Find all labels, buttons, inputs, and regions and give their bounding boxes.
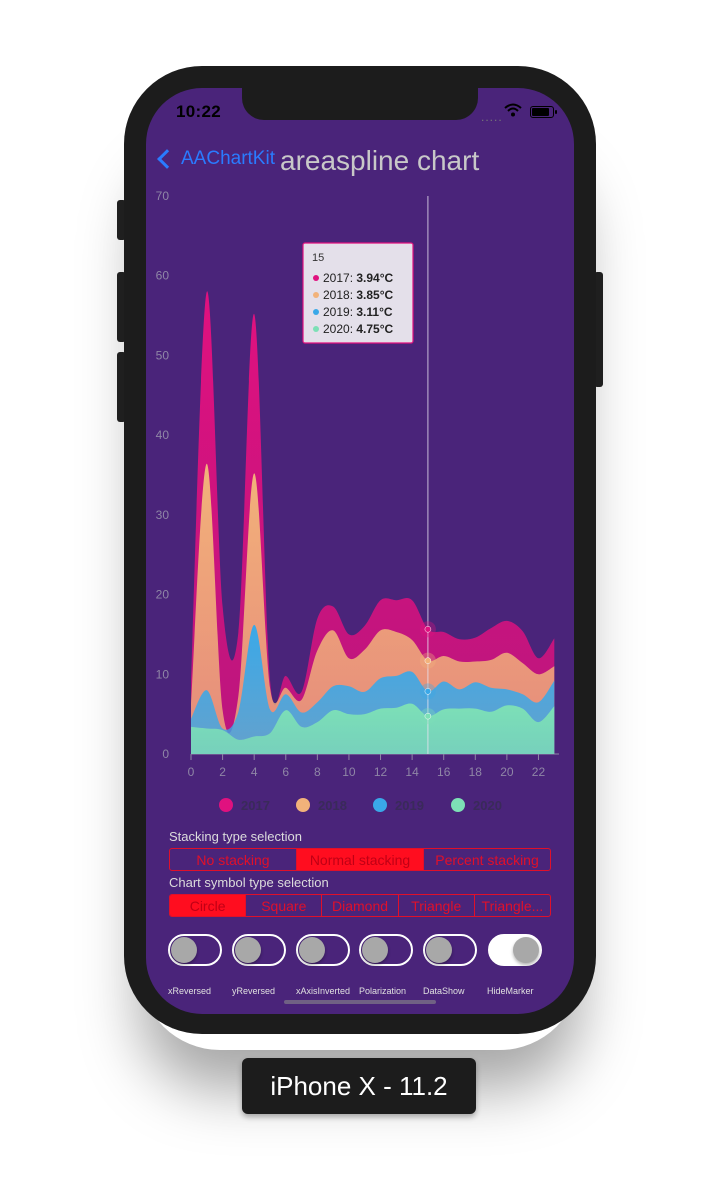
device-label: iPhone X - 11.2 <box>242 1058 476 1114</box>
area-series-2018[interactable] <box>191 463 555 754</box>
stacking-label: Stacking type selection <box>169 829 302 844</box>
toggle-HideMarker[interactable] <box>488 934 542 966</box>
symbol-option[interactable]: Triangle <box>399 895 475 916</box>
legend-label-2018[interactable]: 2018 <box>318 798 347 813</box>
toggle-label: yReversed <box>232 986 276 996</box>
back-label: AAChartKit <box>181 148 275 169</box>
hover-marker <box>424 712 432 720</box>
battery-icon <box>530 106 557 118</box>
legend-label-2020[interactable]: 2020 <box>473 798 502 813</box>
toggle-knob <box>426 937 452 963</box>
legend-marker-2017[interactable] <box>219 798 233 812</box>
x-tick-label: 18 <box>469 765 483 779</box>
toggle-label: HideMarker <box>487 986 534 996</box>
toggle-xReversed[interactable] <box>168 934 222 966</box>
tooltip-row: 2020: 4.75°C <box>323 322 394 336</box>
legend-marker-2020[interactable] <box>451 798 465 812</box>
tooltip-dot <box>313 275 319 281</box>
home-indicator <box>284 1000 436 1004</box>
symbol-option[interactable]: Circle <box>170 895 247 916</box>
y-tick-label: 10 <box>156 667 170 681</box>
tooltip-dot <box>313 309 319 315</box>
x-tick-label: 14 <box>405 765 419 779</box>
y-tick-label: 70 <box>156 189 170 203</box>
symbol-label: Chart symbol type selection <box>169 875 329 890</box>
power-button <box>594 272 603 387</box>
tooltip-header: 15 <box>312 252 324 264</box>
symbol-option[interactable]: Diamond <box>322 895 399 916</box>
legend-marker-2018[interactable] <box>296 798 310 812</box>
toggle-DataShow[interactable] <box>423 934 477 966</box>
stacking-option[interactable]: Percent stacking <box>435 851 539 868</box>
y-tick-label: 40 <box>156 428 170 442</box>
toggle-knob <box>235 937 261 963</box>
back-button[interactable]: AAChartKit <box>156 148 275 170</box>
x-tick-label: 10 <box>342 765 356 779</box>
stacking-option[interactable]: Normal stacking <box>297 849 424 870</box>
toggle-Polarization[interactable] <box>359 934 413 966</box>
x-tick-label: 12 <box>374 765 388 779</box>
stacking-segmented-control[interactable]: No stacking Normal stacking Percent stacki… <box>169 848 551 871</box>
y-tick-label: 30 <box>156 508 170 522</box>
symbol-segmented-control[interactable]: Circle Square Diamond Triangle Triangle... <box>169 894 551 917</box>
toggle-yReversed[interactable] <box>232 934 286 966</box>
hover-marker <box>424 688 432 695</box>
x-tick-label: 8 <box>314 765 321 779</box>
tooltip-row: 2018: 3.85°C <box>323 288 394 302</box>
toggle-label: DataShow <box>423 986 465 996</box>
y-tick-label: 20 <box>156 588 170 602</box>
y-tick-label: 60 <box>156 269 170 283</box>
chevron-left-icon <box>157 149 177 169</box>
tooltip-row: 2017: 3.94°C <box>323 271 394 285</box>
areaspline-chart[interactable]: 0 10 20 30 40 50 60 70 0 2 4 6 8 10 12 14 16 18 20 22 15 2017… <box>146 188 574 818</box>
x-tick-label: 4 <box>251 765 258 779</box>
legend-marker-2019[interactable] <box>373 798 387 812</box>
tooltip-dot <box>313 292 319 298</box>
x-tick-label: 16 <box>437 765 451 779</box>
x-tick-label: 20 <box>500 765 514 779</box>
area-series-2020[interactable] <box>191 703 555 754</box>
tooltip-box <box>302 242 414 344</box>
x-tick-label: 0 <box>188 765 195 779</box>
toggle-knob <box>362 937 388 963</box>
toggle-xAxisInverted[interactable] <box>296 934 350 966</box>
status-time: 10:22 <box>176 102 221 121</box>
toggle-knob <box>171 937 197 963</box>
volume-up-button <box>117 272 126 342</box>
y-tick-label: 50 <box>156 348 170 362</box>
y-tick-label: 0 <box>162 747 169 761</box>
notch <box>242 88 478 120</box>
screen: 10:22 ..... AAChartKit areaspline chart … <box>146 88 574 1014</box>
toggle-label: xReversed <box>168 986 212 996</box>
symbol-option[interactable]: Triangle... <box>481 897 544 914</box>
wifi-icon <box>504 103 522 117</box>
page-title: areaspline chart <box>280 145 480 176</box>
tooltip-dot <box>313 326 319 332</box>
x-tick-label: 2 <box>219 765 226 779</box>
x-tick-label: 6 <box>282 765 289 779</box>
x-tick-label: 22 <box>532 765 546 779</box>
hover-marker <box>424 657 432 664</box>
tooltip-row: 2019: 3.11°C <box>323 305 393 319</box>
signal-icon: ..... <box>481 110 503 124</box>
volume-down-button <box>117 352 126 422</box>
toggle-knob <box>513 937 539 963</box>
legend-label-2019[interactable]: 2019 <box>395 798 424 813</box>
legend-label-2017[interactable]: 2017 <box>241 798 270 813</box>
toggle-label: Polarization <box>359 986 407 996</box>
stacking-option[interactable]: No stacking <box>170 849 297 870</box>
mute-switch <box>117 200 126 240</box>
toggle-label: xAxisInverted <box>296 986 351 996</box>
symbol-option[interactable]: Square <box>246 895 323 916</box>
toggle-knob <box>299 937 325 963</box>
hover-marker <box>424 625 432 633</box>
